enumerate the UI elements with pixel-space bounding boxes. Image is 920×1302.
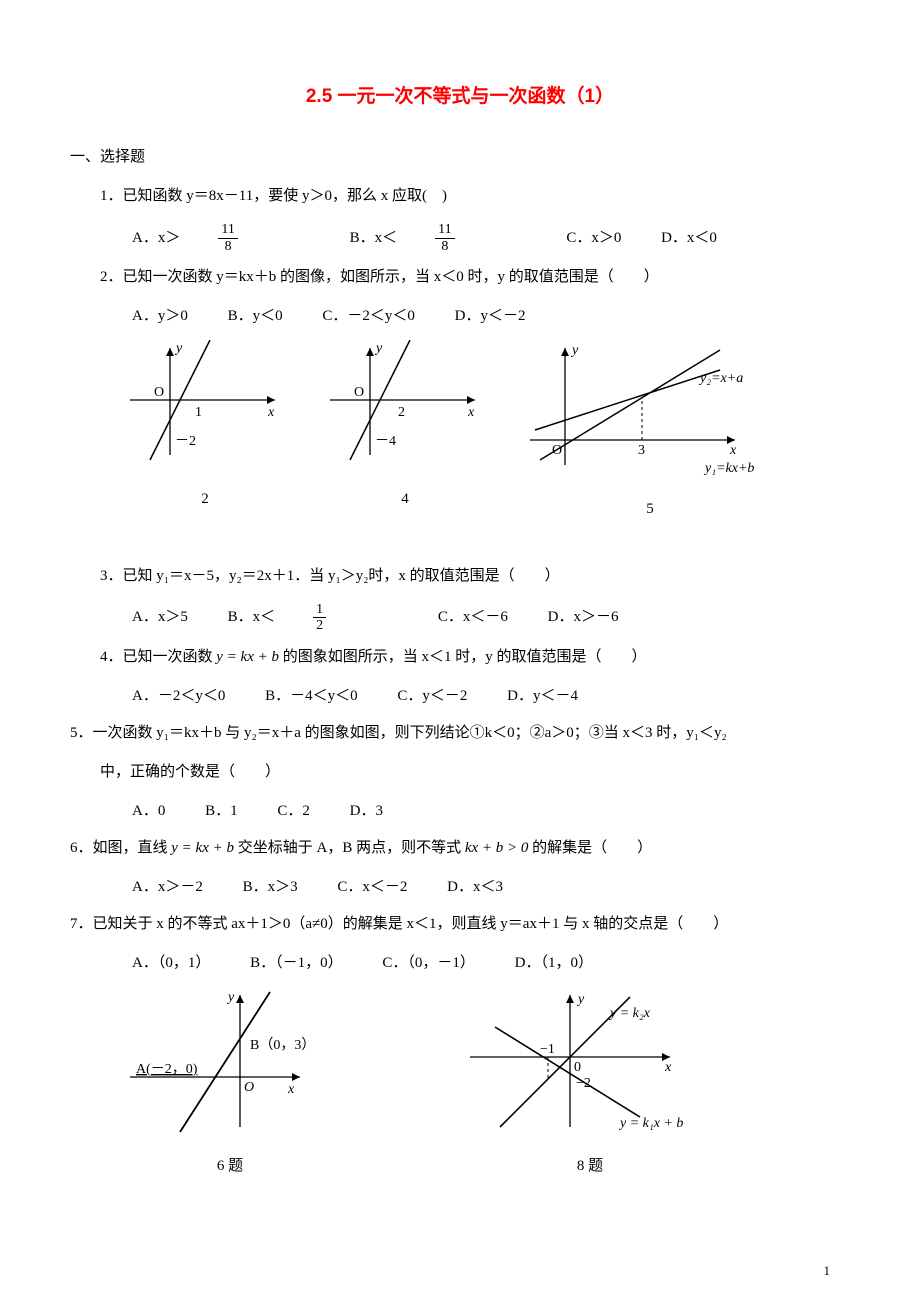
- opt-a: A．0: [132, 798, 165, 825]
- opt-c: C．x＞0: [566, 225, 621, 252]
- opt-d: D．y＜－2: [455, 303, 526, 330]
- svg-text:y₁=kx+b: y₁=kx+b: [703, 461, 754, 476]
- svg-text:y: y: [576, 992, 585, 1007]
- svg-text:－2: －2: [175, 434, 196, 449]
- opt-d: D．y＜－4: [507, 683, 578, 710]
- opt-c: C．2: [277, 798, 310, 825]
- opt-b: B．1: [205, 798, 238, 825]
- opt-c: C．x＜－6: [438, 604, 508, 631]
- svg-text:1: 1: [195, 405, 202, 420]
- graph-4: y x O 2 －4 4: [320, 340, 490, 523]
- opt-d: D．x＞－6: [548, 604, 619, 631]
- svg-text:－4: －4: [375, 434, 396, 449]
- svg-text:2: 2: [398, 405, 405, 420]
- question-4: 4．已知一次函数 y = kx + b 的图象如图所示，当 x＜1 时，y 的取…: [100, 644, 850, 671]
- svg-text:x: x: [267, 405, 275, 420]
- svg-text:y = k₁x + b: y = k₁x + b: [618, 1116, 683, 1131]
- opt-a: A．x＞－2: [132, 874, 203, 901]
- question-2-options: A．y＞0 B．y＜0 C．－2＜y＜0 D．y＜－2: [132, 303, 850, 330]
- svg-text:O: O: [552, 443, 562, 458]
- question-4-options: A．－2＜y＜0 B．－4＜y＜0 C．y＜－2 D．y＜－4: [132, 683, 850, 710]
- opt-b: B．x＜118: [350, 222, 527, 254]
- section-heading: 一、选择题: [70, 144, 850, 171]
- svg-text:O: O: [154, 385, 164, 400]
- question-7-options: A．（0，1） B．（－1，0） C．（0，－1） D．（1，0）: [132, 950, 850, 977]
- svg-text:y₂=x+a: y₂=x+a: [698, 371, 743, 386]
- page-number: 1: [824, 1259, 831, 1282]
- graph-row-1: y x O 1 －2 2 y x O 2 －4 4: [120, 340, 850, 523]
- question-3: 3．已知 y₁＝x－5，y₂＝2x＋1．当 y₁＞y₂时，x 的取值范围是（ ）: [100, 563, 850, 590]
- graph-6-caption: 6 题: [120, 1153, 340, 1180]
- svg-text:y = k₂x: y = k₂x: [608, 1006, 651, 1021]
- opt-b: B．－4＜y＜0: [265, 683, 358, 710]
- question-6: 6．如图，直线 y = kx + b 交坐标轴于 A，B 两点，则不等式 kx …: [70, 835, 850, 862]
- svg-text:x: x: [729, 443, 737, 458]
- opt-c: C．（0，－1）: [382, 950, 475, 977]
- opt-c: C．x＜－2: [337, 874, 407, 901]
- svg-text:O: O: [354, 385, 364, 400]
- graph-8-caption: 8 题: [460, 1153, 720, 1180]
- svg-text:B（0，3）: B（0，3）: [250, 1037, 315, 1053]
- opt-c: C．－2＜y＜0: [322, 303, 415, 330]
- svg-text:y: y: [174, 341, 183, 356]
- svg-text:−2: −2: [576, 1076, 591, 1091]
- svg-text:y: y: [226, 990, 235, 1005]
- graph-5-caption: 5: [520, 496, 780, 523]
- question-5-options: A．0 B．1 C．2 D．3: [132, 798, 850, 825]
- graph-8: y x 0 −1 −2 y = k₂x y = k₁x + b 8 题: [460, 987, 720, 1180]
- svg-text:O: O: [244, 1080, 254, 1095]
- svg-text:−1: −1: [540, 1042, 555, 1057]
- svg-text:y: y: [570, 343, 579, 358]
- svg-text:A(－2，0): A(－2，0): [136, 1062, 198, 1077]
- svg-text:x: x: [467, 405, 475, 420]
- opt-b: B．（－1，0）: [250, 950, 343, 977]
- svg-text:x: x: [287, 1082, 295, 1097]
- svg-text:0: 0: [574, 1060, 581, 1075]
- question-7: 7．已知关于 x 的不等式 ax＋1＞0（a≠0）的解集是 x＜1，则直线 y＝…: [70, 911, 850, 938]
- svg-text:x: x: [664, 1060, 672, 1075]
- opt-a: A．x＞5: [132, 604, 188, 631]
- question-6-options: A．x＞－2 B．x＞3 C．x＜－2 D．x＜3: [132, 874, 850, 901]
- svg-text:3: 3: [638, 443, 645, 458]
- opt-d: D．x＜3: [447, 874, 503, 901]
- opt-b: B．x＜12: [228, 602, 399, 634]
- graph-2-caption: 2: [120, 486, 290, 513]
- question-1: 1．已知函数 y＝8x－11，要使 y＞0，那么 x 应取( ): [100, 183, 850, 210]
- svg-text:y: y: [374, 341, 383, 356]
- opt-a: A．（0，1）: [132, 950, 210, 977]
- opt-a: A．x＞118: [132, 222, 310, 254]
- graph-row-2: y x O A(－2，0) B（0，3） 6 题 y x 0 −1 −2 y =…: [120, 987, 850, 1180]
- opt-b: B．x＞3: [243, 874, 298, 901]
- opt-b: B．y＜0: [228, 303, 283, 330]
- opt-d: D．3: [350, 798, 383, 825]
- question-5: 5．一次函数 y₁＝kx＋b 与 y₂＝x＋a 的图象如图，则下列结论①k＜0；…: [70, 720, 850, 747]
- opt-c: C．y＜－2: [397, 683, 467, 710]
- opt-a: A．y＞0: [132, 303, 188, 330]
- graph-6: y x O A(－2，0) B（0，3） 6 题: [120, 987, 340, 1180]
- opt-a: A．－2＜y＜0: [132, 683, 225, 710]
- question-1-options: A．x＞118 B．x＜118 C．x＞0 D．x＜0: [132, 222, 850, 254]
- question-2: 2．已知一次函数 y＝kx＋b 的图像，如图所示，当 x＜0 时，y 的取值范围…: [100, 264, 850, 291]
- opt-d: D．x＜0: [661, 225, 717, 252]
- graph-2: y x O 1 －2 2: [120, 340, 290, 523]
- page-title: 2.5 一元一次不等式与一次函数（1）: [70, 80, 850, 114]
- question-3-options: A．x＞5 B．x＜12 C．x＜－6 D．x＞－6: [132, 602, 850, 634]
- opt-d: D．（1，0）: [515, 950, 593, 977]
- question-5-cont: 中，正确的个数是（ ）: [100, 759, 850, 786]
- graph-4-caption: 4: [320, 486, 490, 513]
- graph-5: y x O 3 y₂=x+a y₁=kx+b 5: [520, 340, 780, 523]
